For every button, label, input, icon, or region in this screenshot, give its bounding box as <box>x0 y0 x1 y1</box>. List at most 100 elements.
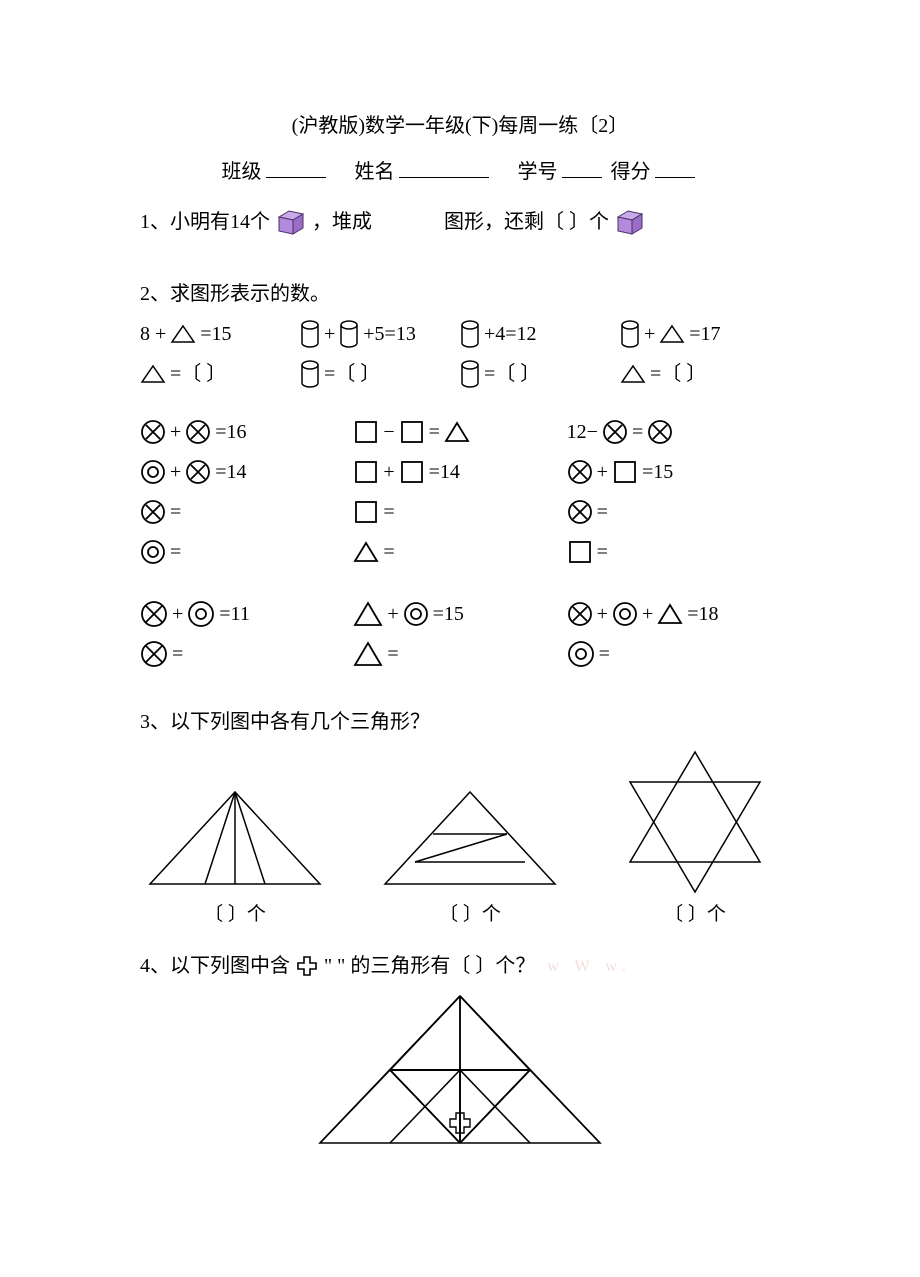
worksheet-page: (沪教版)数学一年级(下)每周一练〔2〕 班级 姓名 学号 得分 1、小明有14… <box>0 0 920 1277</box>
q3-caption-1: 〔 〕个 <box>204 900 266 930</box>
id-label: 学号 <box>518 161 558 183</box>
double-circle-icon <box>140 459 166 485</box>
class-blank[interactable] <box>266 157 326 178</box>
op: + <box>597 456 608 488</box>
triangle-icon <box>353 541 379 563</box>
q2-block3-r1: + =11 + =15 + + =18 <box>140 598 780 630</box>
cylinder-icon <box>620 320 640 348</box>
cylinder-icon <box>339 320 359 348</box>
star-of-david-diagram <box>610 744 780 894</box>
circle-x-icon <box>140 600 168 628</box>
double-circle-icon <box>140 539 166 565</box>
op: − <box>383 416 394 448</box>
q2-block2-r1: + =16 − = 12− = <box>140 416 780 448</box>
big-triangle-diagram <box>310 988 610 1148</box>
student-info-row: 班级 姓名 学号 得分 <box>140 156 780 188</box>
circle-x-icon <box>185 459 211 485</box>
q2-row2: =〔 〕 =〔 〕 =〔 〕 =〔 〕 <box>140 358 780 390</box>
page-title: (沪教版)数学一年级(下)每周一练〔2〕 <box>140 110 780 142</box>
double-circle-icon <box>612 601 638 627</box>
triangle-icon <box>444 421 470 443</box>
eq: = <box>383 536 394 568</box>
q2-block2-r3: = = = <box>140 496 780 528</box>
square-icon <box>353 499 379 525</box>
q3-figure-3: 〔 〕个 <box>610 744 780 930</box>
id-blank[interactable] <box>562 157 602 178</box>
q2-r1d-eq: =17 <box>689 318 720 350</box>
eq: = <box>387 638 398 670</box>
cross-plus-icon <box>296 955 318 977</box>
triangle-icon <box>140 364 166 384</box>
eq: = <box>599 638 610 670</box>
q2-block3-r2: = = = <box>140 638 780 670</box>
q2-r2b: =〔 〕 <box>324 358 380 390</box>
circle-x-icon <box>185 419 211 445</box>
op: + <box>170 416 181 448</box>
eq: = <box>597 536 608 568</box>
cylinder-icon <box>460 360 480 388</box>
triangle-icon <box>657 603 683 625</box>
q2-r1b-plus: + <box>324 318 335 350</box>
square-icon <box>399 459 425 485</box>
name-label: 姓名 <box>355 161 395 183</box>
double-circle-icon <box>567 640 595 668</box>
double-circle-icon <box>187 600 215 628</box>
square-icon <box>353 419 379 445</box>
q1-text-c: 图形，还剩〔 〕个 <box>444 206 609 238</box>
eq: = <box>597 496 608 528</box>
num: 12− <box>567 416 598 448</box>
triangle-icon <box>353 601 383 627</box>
q2-r1c-eq: +4=12 <box>484 318 537 350</box>
q2-r1d-plus: + <box>644 318 655 350</box>
double-circle-icon <box>403 601 429 627</box>
q2-r1a-eq: =15 <box>200 318 231 350</box>
eq: =11 <box>219 598 250 630</box>
score-label: 得分 <box>611 161 651 183</box>
circle-x-icon <box>140 640 168 668</box>
circle-x-icon <box>140 499 166 525</box>
q3-figure-2: 〔 〕个 <box>375 784 565 930</box>
eq: =16 <box>215 416 246 448</box>
eq: = <box>429 416 440 448</box>
triangle-icon <box>170 324 196 344</box>
watermark-text: w W w. <box>547 954 632 980</box>
eq: = <box>170 496 181 528</box>
q2-r2a: =〔 〕 <box>170 358 226 390</box>
eq: = <box>632 416 643 448</box>
q2-row1: 8 + =15 + +5=13 +4=12 + =17 <box>140 318 780 350</box>
question-1: 1、小明有14个 ，堆成 图形，还剩〔 〕个 <box>140 206 780 238</box>
triangle-fan-diagram <box>140 784 330 894</box>
op: + <box>383 456 394 488</box>
name-blank[interactable] <box>399 157 489 178</box>
eq: =15 <box>433 598 464 630</box>
q2-r1b-eq: +5=13 <box>363 318 416 350</box>
q3-heading: 3、以下列图中各有几个三角形？ <box>140 706 780 738</box>
question-3: 3、以下列图中各有几个三角形？ 〔 〕个 <box>140 706 780 930</box>
circle-x-icon <box>602 419 628 445</box>
circle-x-icon <box>567 499 593 525</box>
eq: = <box>383 496 394 528</box>
eq: = <box>170 536 181 568</box>
op: + <box>387 598 398 630</box>
q2-block2-r4: = = = <box>140 536 780 568</box>
q1-text-a: 1、小明有14个 <box>140 206 270 238</box>
q2-r2c: =〔 〕 <box>484 358 540 390</box>
circle-x-icon <box>567 601 593 627</box>
op: + <box>170 456 181 488</box>
eq: =15 <box>642 456 673 488</box>
op: + <box>642 598 653 630</box>
q4-text-b: " " 的三角形有〔 〕个？ <box>324 950 535 982</box>
question-4: 4、以下列图中含 " " 的三角形有〔 〕个？ w W w. <box>140 950 780 1148</box>
cylinder-icon <box>460 320 480 348</box>
square-icon <box>399 419 425 445</box>
square-icon <box>612 459 638 485</box>
q3-figure-1: 〔 〕个 <box>140 784 330 930</box>
eq: =14 <box>429 456 460 488</box>
q2-r1a-text: 8 + <box>140 318 166 350</box>
eq: =18 <box>687 598 718 630</box>
q3-caption-2: 〔 〕个 <box>439 900 501 930</box>
circle-x-icon <box>647 419 673 445</box>
score-blank[interactable] <box>655 157 695 178</box>
square-icon <box>567 539 593 565</box>
circle-x-icon <box>140 419 166 445</box>
